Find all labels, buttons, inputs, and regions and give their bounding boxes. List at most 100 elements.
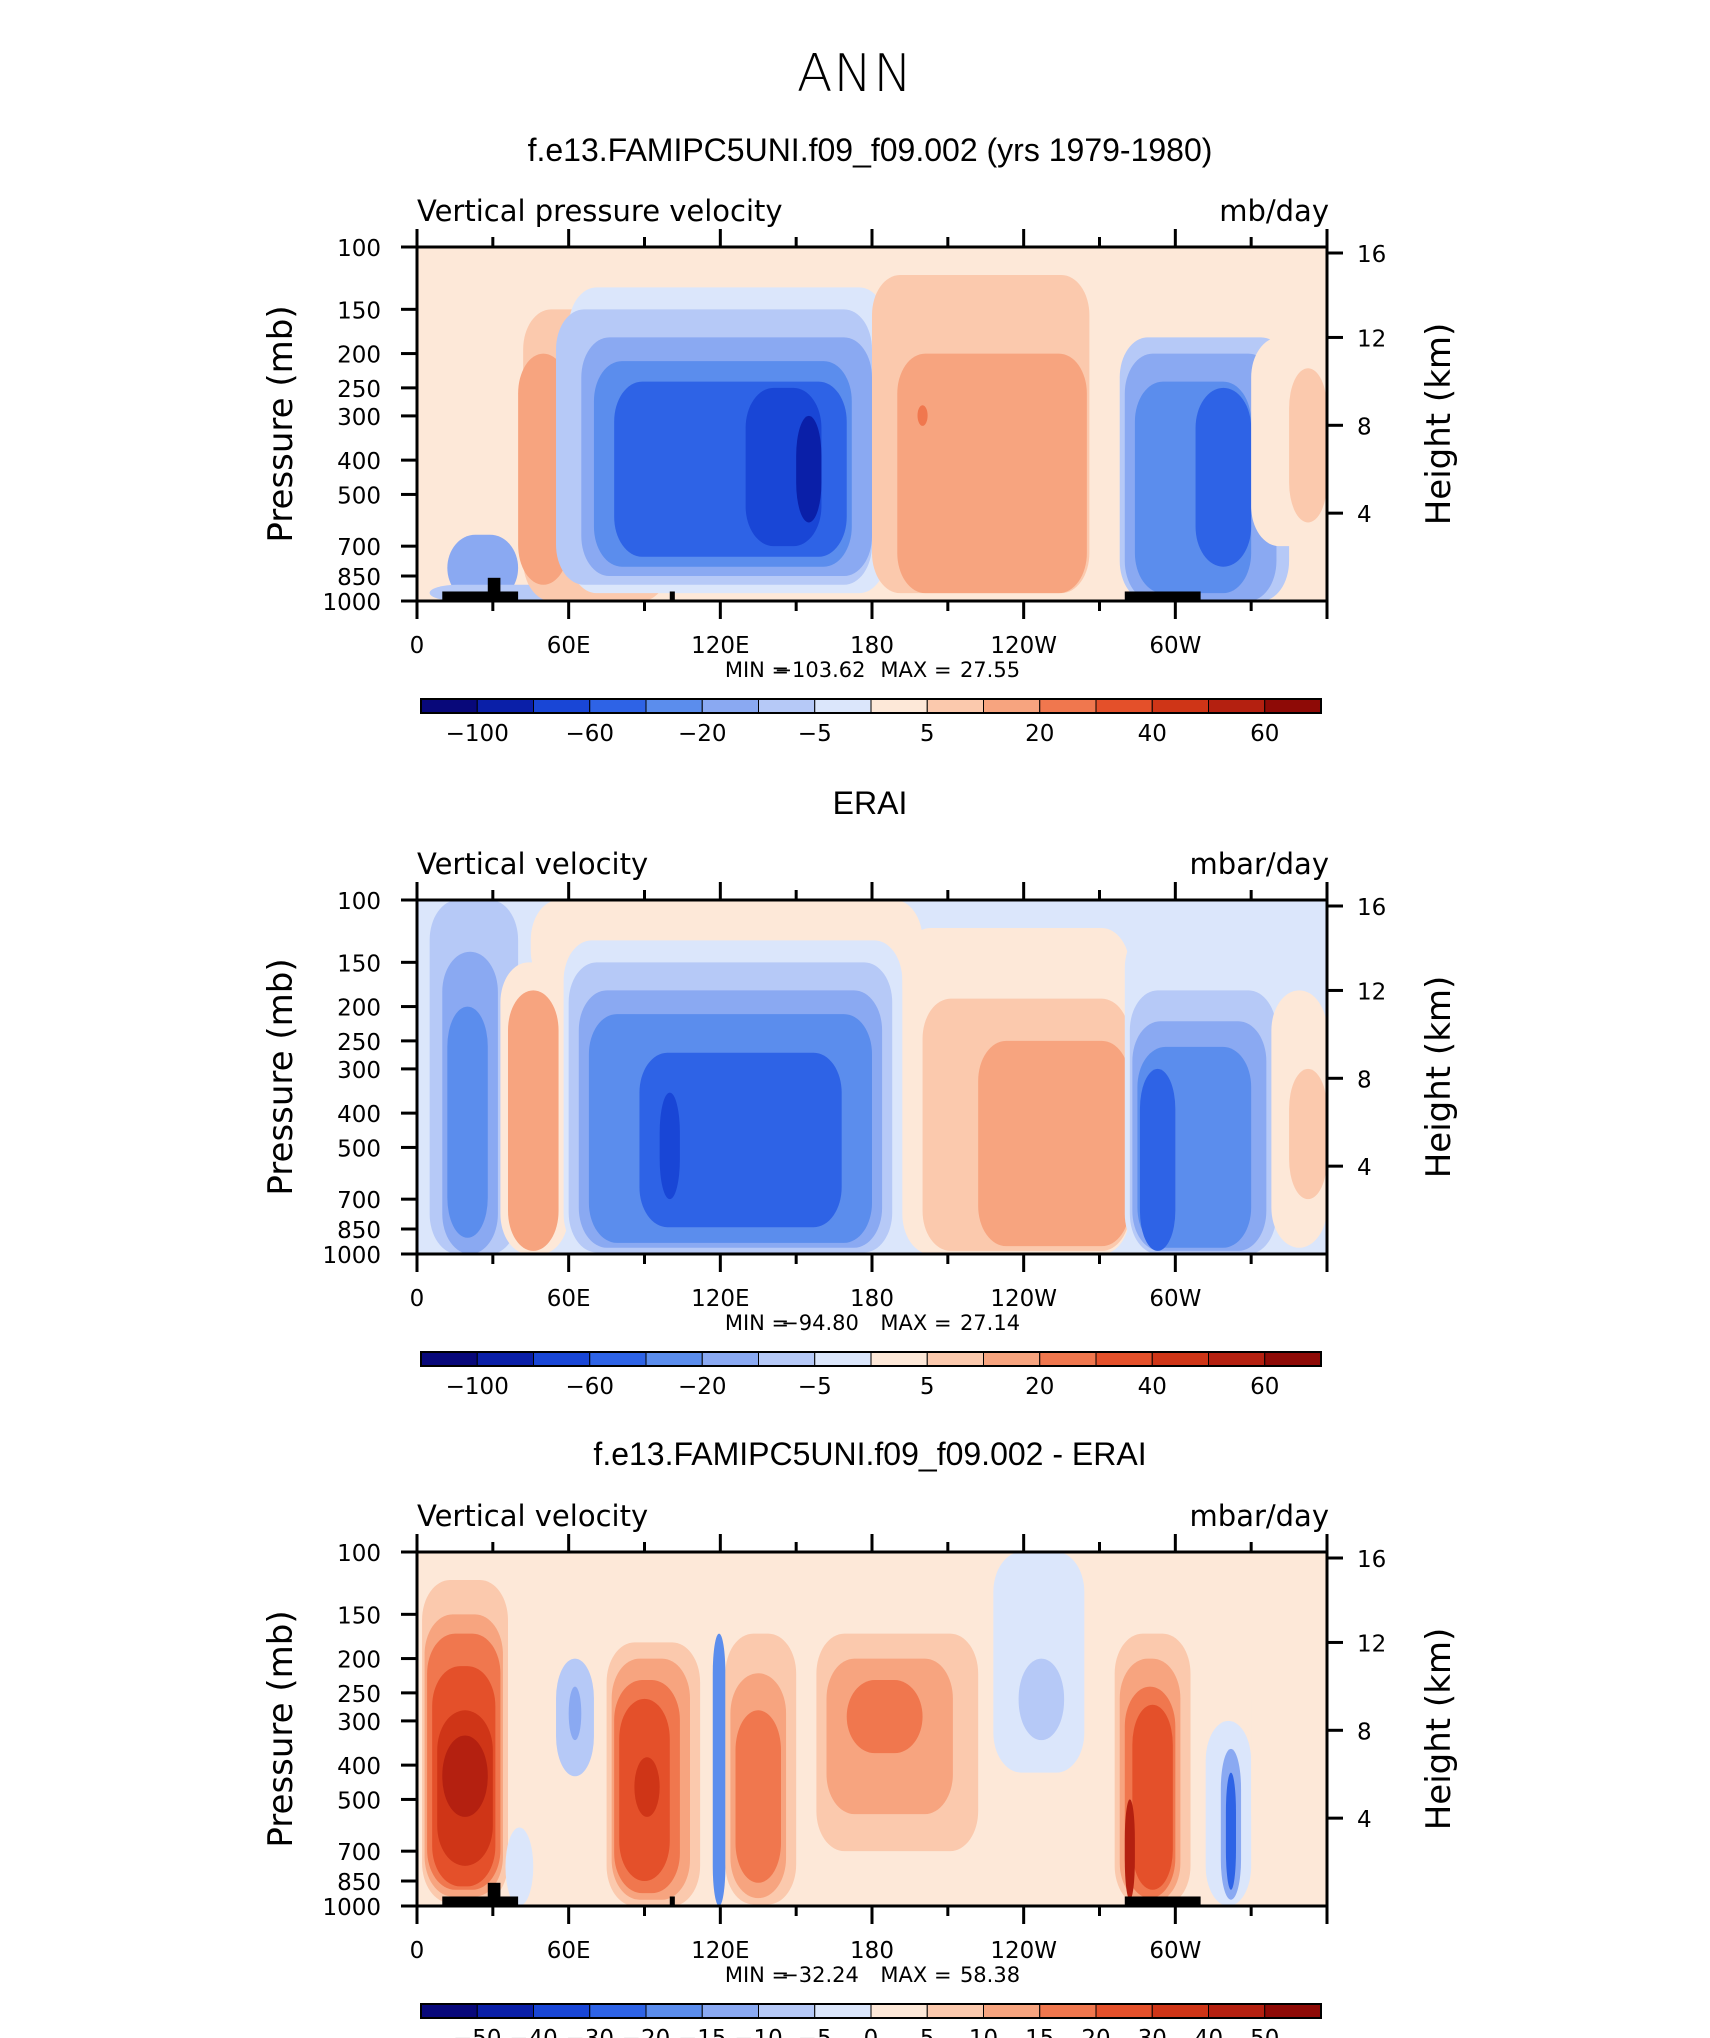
colorbar-label: −5 bbox=[798, 721, 832, 747]
contour-field bbox=[422, 1552, 1327, 1906]
x-tick-label: 60W bbox=[1149, 633, 1201, 659]
x-tick-label: 120W bbox=[990, 1286, 1057, 1312]
colorbar-swatch bbox=[1039, 2003, 1097, 2019]
contour-region bbox=[447, 1006, 488, 1238]
colorbar-label: 30 bbox=[1138, 2026, 1167, 2038]
y-right-tick-label: 16 bbox=[1357, 242, 1386, 268]
colorbar-swatch bbox=[701, 2003, 759, 2019]
y-tick-label: 150 bbox=[337, 1603, 381, 1629]
min-value: −103.62 bbox=[774, 658, 865, 682]
contour-region bbox=[634, 1757, 660, 1817]
colorbar-label: 5 bbox=[920, 1374, 935, 1400]
y-axis-title: Pressure (mb) bbox=[261, 958, 301, 1195]
main-title: ANN bbox=[796, 44, 914, 104]
x-tick-label: 60E bbox=[547, 1286, 591, 1312]
colorbar-label: −30 bbox=[565, 2026, 614, 2038]
contour-region bbox=[1018, 1658, 1065, 1741]
y-tick-label: 300 bbox=[337, 1710, 381, 1736]
contour-region bbox=[1251, 1658, 1327, 1852]
colorbar-label: −60 bbox=[565, 1374, 614, 1400]
panel-2-title: ERAI bbox=[832, 785, 908, 821]
colorbar-label: −40 bbox=[509, 2026, 558, 2038]
colorbar-label: −60 bbox=[565, 721, 614, 747]
y-tick-label: 250 bbox=[337, 1030, 381, 1056]
y-tick-label: 200 bbox=[337, 343, 381, 369]
x-tick-label: 60E bbox=[547, 1938, 591, 1964]
colorbar-label: 60 bbox=[1250, 1374, 1279, 1400]
colorbar-label: 20 bbox=[1081, 2026, 1110, 2038]
units-label: mb/day bbox=[1219, 194, 1329, 228]
contour-region bbox=[568, 1686, 582, 1741]
topography bbox=[442, 1882, 1201, 1906]
colorbar-label: −15 bbox=[678, 2026, 727, 2038]
topography-block bbox=[442, 591, 519, 601]
y-tick-label: 700 bbox=[337, 535, 381, 561]
contour-region bbox=[1195, 387, 1252, 567]
y-tick-label: 1000 bbox=[322, 590, 381, 616]
x-tick-label: 180 bbox=[850, 1938, 894, 1964]
x-tick-label: 120E bbox=[691, 1938, 749, 1964]
y-tick-label: 200 bbox=[337, 996, 381, 1022]
y-tick-label: 500 bbox=[337, 1136, 381, 1162]
contour-region bbox=[659, 1092, 680, 1200]
x-tick-label: 0 bbox=[410, 1938, 425, 1964]
colorbar-label: −100 bbox=[446, 721, 509, 747]
colorbar-swatch bbox=[1151, 2003, 1209, 2019]
contour-region bbox=[846, 1680, 923, 1754]
y-tick-label: 250 bbox=[337, 377, 381, 403]
contour-region bbox=[1225, 1772, 1236, 1890]
contour-region bbox=[518, 353, 569, 585]
x-tick-label: 60W bbox=[1149, 1938, 1201, 1964]
y-right-tick-label: 12 bbox=[1357, 326, 1386, 352]
variable-label: Vertical velocity bbox=[417, 1499, 648, 1533]
colorbar-label: 40 bbox=[1138, 721, 1167, 747]
y-tick-label: 300 bbox=[337, 405, 381, 431]
topography-block bbox=[1124, 591, 1201, 601]
max-label: MAX = bbox=[880, 1311, 951, 1335]
x-tick-label: 60E bbox=[547, 633, 591, 659]
colorbar-swatch bbox=[1264, 2003, 1322, 2019]
colorbar-label: 40 bbox=[1194, 2026, 1223, 2038]
colorbar-swatch bbox=[645, 2003, 703, 2019]
topography-block bbox=[487, 577, 501, 601]
colorbar bbox=[420, 698, 1322, 714]
colorbar-swatch bbox=[1095, 2003, 1153, 2019]
colorbar-label: 5 bbox=[920, 721, 935, 747]
colorbar-label: −100 bbox=[446, 1374, 509, 1400]
y-right-axis-title: Height (km) bbox=[1419, 323, 1459, 526]
variable-label: Vertical pressure velocity bbox=[417, 194, 783, 228]
colorbar-swatch bbox=[589, 2003, 647, 2019]
contour-region bbox=[442, 1735, 488, 1817]
topography-block bbox=[487, 1882, 501, 1906]
x-tick-label: 120E bbox=[691, 1286, 749, 1312]
colorbar-swatch bbox=[983, 2003, 1041, 2019]
y-axis-title: Pressure (mb) bbox=[261, 305, 301, 542]
contour-region bbox=[447, 534, 519, 601]
panel-3-chart: 0 60E 120E 180 120W 60W1001502002503004005007… bbox=[261, 1499, 1459, 2038]
contour-region bbox=[639, 1052, 842, 1228]
panel-3-title: f.e13.FAMIPC5UNI.f09_f09.002 - ERAI bbox=[593, 1436, 1147, 1472]
y-right-axis-title: Height (km) bbox=[1419, 976, 1459, 1179]
contour-region bbox=[1289, 368, 1327, 523]
colorbar-swatch bbox=[476, 2003, 534, 2019]
contour-region bbox=[917, 405, 928, 426]
colorbar-frame bbox=[420, 2003, 1322, 2019]
colorbar-frame bbox=[420, 698, 1322, 714]
y-tick-label: 100 bbox=[337, 1541, 381, 1567]
x-tick-label: 60W bbox=[1149, 1286, 1201, 1312]
colorbar-swatch bbox=[533, 2003, 591, 2019]
y-tick-label: 500 bbox=[337, 483, 381, 509]
colorbar-label: 20 bbox=[1025, 1374, 1054, 1400]
y-tick-label: 250 bbox=[337, 1682, 381, 1708]
y-tick-label: 1000 bbox=[322, 1243, 381, 1269]
min-label: MIN = bbox=[725, 1311, 789, 1335]
colorbar-swatch bbox=[870, 2003, 928, 2019]
contour-region bbox=[1132, 1704, 1173, 1890]
y-right-tick-label: 8 bbox=[1357, 1067, 1372, 1093]
y-right-tick-label: 12 bbox=[1357, 979, 1386, 1005]
contour-region bbox=[735, 1710, 781, 1883]
contour-region bbox=[1289, 1068, 1327, 1200]
colorbar-swatch bbox=[1208, 2003, 1266, 2019]
y-tick-label: 850 bbox=[337, 1870, 381, 1896]
contour-region bbox=[978, 1040, 1130, 1247]
